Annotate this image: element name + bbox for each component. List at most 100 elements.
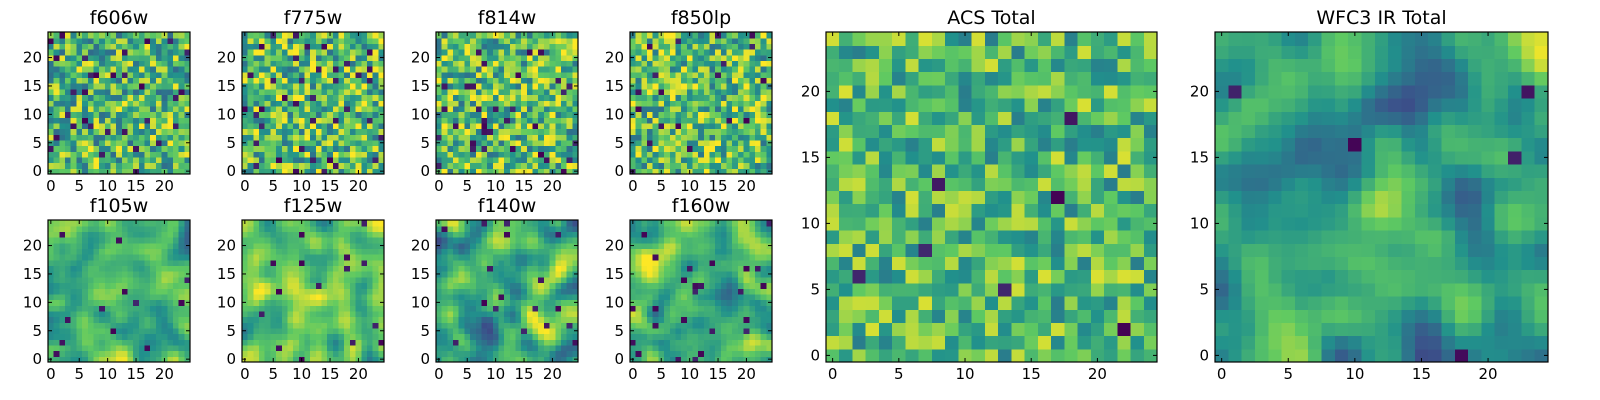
heatmap-cell (703, 139, 711, 147)
heatmap-cell (144, 60, 151, 67)
heatmap-cell (743, 327, 750, 335)
heatmap-cell (664, 43, 671, 50)
heatmap-cell (361, 43, 368, 50)
heatmap-cell (327, 156, 334, 164)
heatmap-cell (133, 156, 140, 164)
heatmap-cell (498, 259, 505, 267)
heatmap-cell (754, 83, 762, 90)
heatmap-cell (253, 310, 260, 318)
heatmap-cell (48, 339, 55, 346)
heatmap-cell (749, 282, 756, 289)
heatmap-cell (504, 151, 511, 158)
heatmap-cell (167, 276, 174, 284)
heatmap-cell (133, 299, 140, 306)
heatmap-cell (310, 356, 317, 363)
heatmap-cell (441, 122, 448, 130)
heatmap-cell (560, 242, 568, 249)
heatmap-cell (161, 151, 168, 158)
heatmap-cell (481, 117, 488, 124)
heatmap-cell (281, 327, 289, 335)
heatmap-cell (692, 71, 699, 79)
heatmap-cell (538, 344, 545, 352)
heatmap-cell (310, 32, 317, 39)
heatmap-cell (110, 237, 117, 244)
heatmap-cell (481, 356, 488, 363)
heatmap-cell (82, 111, 89, 118)
heatmap-cell (532, 327, 539, 335)
heatmap-cell (754, 77, 762, 84)
heatmap-cell (332, 128, 340, 135)
heatmap-cell (259, 134, 266, 141)
heatmap-cell (338, 322, 345, 329)
heatmap-cell (692, 117, 699, 124)
heatmap-cell (509, 77, 517, 84)
heatmap-cell (709, 288, 716, 295)
heatmap-cell (178, 122, 185, 130)
heatmap-cell (184, 32, 191, 39)
heatmap-cell (647, 310, 654, 318)
heatmap-cell (276, 168, 283, 175)
heatmap-cell (99, 276, 106, 284)
heatmap-cell (664, 339, 671, 346)
heatmap-cell (766, 333, 773, 340)
heatmap-cell (332, 32, 340, 39)
heatmap-cell (349, 37, 357, 44)
heatmap-cell (338, 248, 345, 255)
heatmap-cell (110, 225, 117, 232)
heatmap-cell (361, 100, 368, 107)
heatmap-cell (475, 322, 483, 329)
heatmap-cell (566, 162, 573, 169)
heatmap-cell (293, 139, 300, 147)
heatmap-cell (498, 32, 505, 39)
heatmap-cell (53, 333, 60, 340)
heatmap-cell (458, 105, 465, 113)
heatmap-cell (338, 66, 345, 73)
heatmap-cell (116, 231, 123, 238)
heatmap-cell (247, 88, 254, 96)
heatmap-cell (247, 259, 254, 267)
heatmap-cell (349, 225, 357, 232)
heatmap-cell (150, 242, 157, 249)
heatmap-cell (247, 254, 254, 261)
heatmap-cell (298, 242, 306, 249)
heatmap-cell (372, 225, 379, 232)
heatmap-cell (732, 145, 739, 152)
heatmap-cell (470, 344, 477, 352)
heatmap-cell (464, 105, 471, 113)
heatmap-cell (155, 94, 163, 101)
heatmap-cell (566, 242, 573, 249)
heatmap-cell (48, 316, 55, 323)
heatmap-cell (664, 282, 671, 289)
heatmap-cell (703, 310, 711, 318)
heatmap-cell (76, 271, 83, 278)
heatmap-cell (332, 254, 340, 261)
heatmap-cell (481, 105, 488, 113)
heatmap-cell (658, 327, 665, 335)
heatmap-cell (470, 259, 477, 267)
heatmap-cell (715, 288, 722, 295)
heatmap-cell (310, 339, 317, 346)
heatmap-cell (447, 254, 454, 261)
heatmap-cell (242, 316, 249, 323)
heatmap-cell (138, 54, 146, 61)
heatmap-cell (492, 162, 500, 169)
heatmap-cell (749, 288, 756, 295)
heatmap-cell (715, 310, 722, 318)
heatmap-cell (304, 293, 311, 301)
heatmap-cell (664, 344, 671, 352)
heatmap-cell (572, 293, 579, 301)
heatmap-cell (441, 128, 448, 135)
heatmap-cell (298, 225, 306, 232)
heatmap-cell (287, 88, 294, 96)
heatmap-cell (703, 128, 711, 135)
heatmap-cell (509, 128, 517, 135)
heatmap-cell (743, 94, 750, 101)
heatmap-cell (470, 83, 477, 90)
heatmap-cell (453, 43, 460, 50)
heatmap-cell (270, 293, 277, 301)
heatmap-cell (635, 168, 642, 175)
heatmap-cell (287, 83, 294, 90)
heatmap-cell (253, 259, 260, 267)
heatmap-cell (178, 83, 185, 90)
